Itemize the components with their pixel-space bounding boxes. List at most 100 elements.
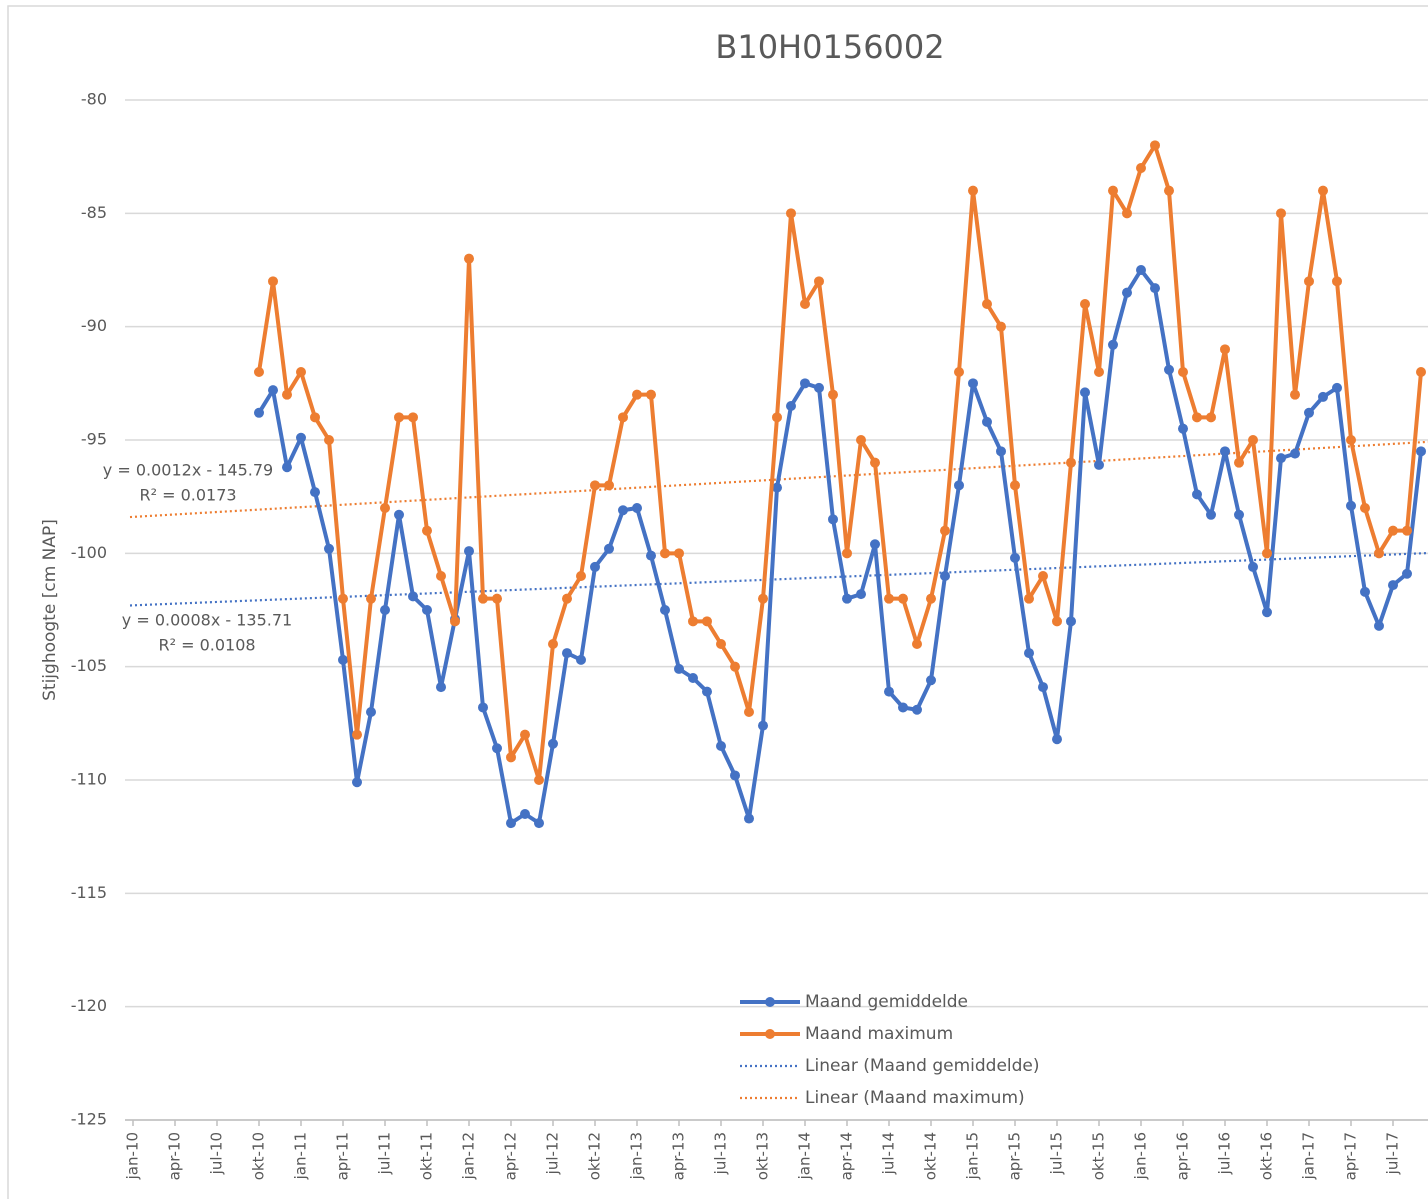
x-tick-label: okt-12 (586, 1132, 604, 1180)
data-point (534, 775, 544, 785)
data-point (968, 378, 978, 389)
data-point (884, 593, 894, 604)
data-point (1178, 367, 1188, 377)
data-point (478, 593, 488, 604)
x-tick-label: okt-16 (1258, 1132, 1276, 1180)
data-point (884, 686, 894, 697)
x-tick-label: jul-10 (208, 1132, 226, 1175)
data-point (394, 412, 404, 423)
data-point (464, 546, 474, 557)
data-point (1108, 185, 1118, 196)
x-tick-label: jan-14 (796, 1132, 814, 1180)
data-point (1416, 367, 1426, 377)
data-point (1108, 339, 1118, 350)
series-line (257, 143, 1423, 782)
data-point (632, 389, 642, 400)
data-point (268, 276, 278, 287)
data-point (1038, 571, 1048, 581)
data-point (856, 435, 866, 445)
data-point (870, 539, 880, 550)
data-point (394, 509, 404, 520)
data-point (1206, 509, 1216, 520)
data-point (408, 591, 418, 602)
data-point (1248, 561, 1258, 572)
trendline-r2: R² = 0.0173 (139, 486, 236, 505)
data-point (1094, 459, 1104, 470)
data-point (912, 704, 922, 715)
data-point (1360, 503, 1370, 513)
data-point (1066, 616, 1076, 627)
data-point (632, 503, 642, 513)
legend-label: Maand maximum (805, 1024, 953, 1044)
data-point (674, 663, 684, 674)
data-point (366, 593, 376, 604)
data-point (1136, 265, 1146, 275)
y-tick-label: -95 (81, 430, 107, 449)
x-tick-label: okt-11 (418, 1132, 436, 1180)
data-point (506, 752, 516, 763)
data-point (688, 673, 698, 683)
data-point (954, 480, 964, 491)
data-point (422, 605, 432, 615)
chart-frame (7, 5, 1428, 1199)
data-point (1262, 548, 1272, 559)
data-point (1080, 299, 1090, 309)
data-point (380, 503, 390, 513)
data-point (520, 809, 530, 819)
data-point (926, 675, 936, 686)
data-point (366, 707, 376, 717)
data-point (338, 593, 348, 604)
data-point (800, 378, 810, 389)
y-tick-label: -110 (71, 770, 107, 789)
data-point (408, 412, 418, 423)
data-point (618, 412, 628, 423)
data-point (1262, 607, 1272, 618)
data-point (702, 686, 712, 697)
data-point (534, 818, 544, 829)
x-tick-label: okt-10 (250, 1132, 268, 1180)
y-tick-label: -80 (81, 90, 107, 109)
data-point (814, 382, 824, 393)
data-point (506, 818, 516, 829)
x-tick-label: apr-16 (1174, 1132, 1192, 1180)
data-point (996, 321, 1006, 332)
data-point (1192, 489, 1202, 500)
y-tick-label: -85 (81, 203, 107, 222)
x-tick-label: jan-11 (292, 1132, 310, 1180)
data-point (954, 367, 964, 377)
data-point (1024, 593, 1034, 604)
data-point (590, 480, 600, 491)
data-point (1290, 448, 1300, 459)
data-point (1164, 364, 1174, 375)
y-tick-label: -120 (71, 996, 107, 1015)
data-point (1010, 552, 1020, 563)
legend-label: Linear (Maand maximum) (805, 1088, 1025, 1108)
data-point (856, 589, 866, 600)
x-tick-label: jan-16 (1132, 1132, 1150, 1180)
data-point (1346, 435, 1356, 445)
data-point (1122, 208, 1132, 219)
x-tick-label: okt-14 (922, 1132, 940, 1180)
data-point (1374, 620, 1384, 631)
x-tick-label: apr-15 (1006, 1132, 1024, 1180)
x-tick-label: apr-11 (334, 1132, 352, 1180)
data-point (996, 446, 1006, 457)
data-point (1136, 163, 1146, 173)
data-point (982, 299, 992, 309)
data-point (1332, 382, 1342, 393)
data-point (576, 654, 586, 665)
data-point (940, 525, 950, 536)
legend-label: Linear (Maand gemiddelde) (805, 1056, 1040, 1076)
legend-marker (765, 1029, 775, 1039)
data-point (646, 550, 656, 561)
data-point (296, 367, 306, 377)
x-tick-label: apr-12 (502, 1132, 520, 1180)
x-tick-label: jan-15 (964, 1132, 982, 1180)
data-point (338, 654, 348, 665)
data-point (1374, 548, 1384, 559)
data-point (842, 548, 852, 559)
series-line (257, 268, 1423, 826)
data-point (716, 639, 726, 649)
x-tick-label: jul-13 (712, 1132, 730, 1175)
